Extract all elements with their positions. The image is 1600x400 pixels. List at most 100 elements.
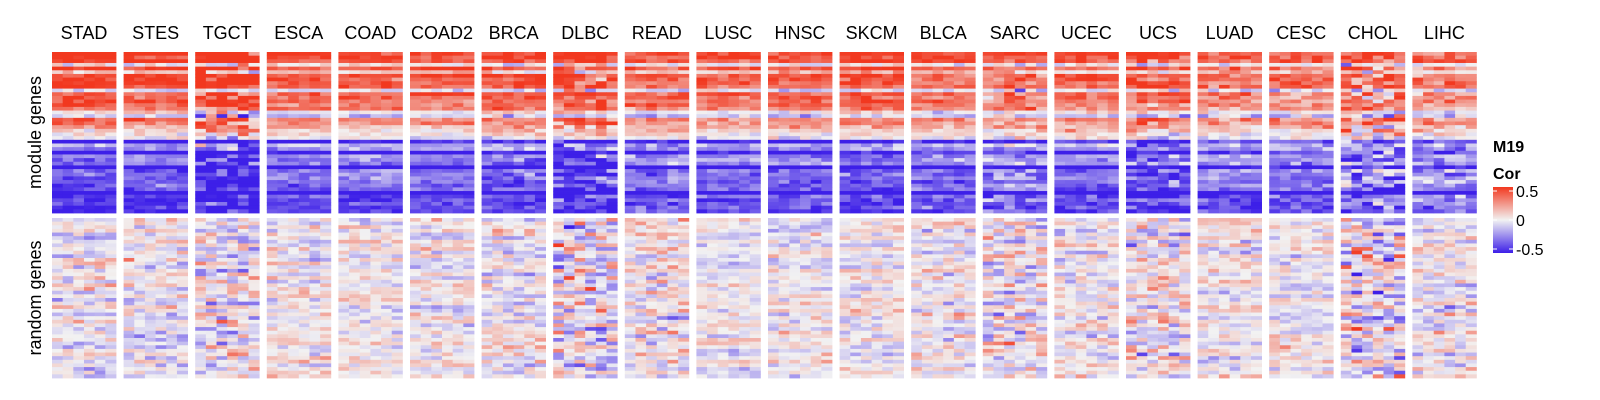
heatmap-cell — [667, 301, 679, 306]
heatmap-cell — [492, 374, 504, 379]
heatmap-cell — [176, 161, 188, 166]
heatmap-cell — [646, 298, 658, 303]
heatmap-cell — [134, 276, 146, 281]
heatmap-cell — [105, 187, 117, 192]
heatmap-cell — [52, 169, 64, 174]
heatmap-cell — [176, 165, 188, 170]
heatmap-cell — [563, 225, 575, 230]
heatmap-cell — [298, 143, 310, 148]
heatmap-cell — [585, 298, 597, 303]
heatmap-cell — [502, 352, 514, 357]
heatmap-cell — [52, 261, 64, 266]
heatmap-cell — [62, 225, 74, 230]
heatmap-cell — [381, 169, 393, 174]
heatmap-cell — [227, 106, 239, 111]
heatmap-cell — [513, 52, 525, 57]
heatmap-cell — [391, 319, 403, 324]
heatmap-cell — [624, 52, 636, 57]
heatmap-cell — [524, 254, 536, 259]
heatmap-cell — [574, 363, 586, 368]
heatmap-cell — [205, 319, 217, 324]
heatmap-cell — [606, 236, 618, 241]
heatmap-cell — [105, 154, 117, 159]
heatmap-cell — [166, 356, 178, 361]
heatmap-cell — [563, 187, 575, 192]
heatmap-cell — [595, 258, 607, 263]
heatmap-cell — [574, 187, 586, 192]
heatmap-cell — [553, 73, 565, 79]
heatmap-cell — [237, 243, 249, 248]
heatmap-cell — [134, 150, 146, 155]
heatmap-cell — [739, 92, 751, 97]
heatmap-cell — [62, 236, 74, 241]
heatmap-cell — [595, 301, 607, 306]
heatmap-cell — [237, 283, 249, 288]
heatmap-cell — [553, 169, 565, 174]
heatmap-cell — [463, 221, 475, 226]
heatmap-cell — [431, 150, 443, 155]
heatmap-cell — [442, 180, 454, 185]
heatmap-cell — [574, 356, 586, 361]
heatmap-cell — [410, 77, 422, 82]
heatmap-cell — [442, 374, 454, 379]
heatmap-cell — [62, 221, 74, 226]
heatmap-cell — [216, 225, 228, 230]
heatmap-cell — [553, 110, 565, 115]
heatmap-cell — [166, 165, 178, 170]
heatmap-cell — [410, 70, 422, 75]
heatmap-cell — [463, 290, 475, 295]
heatmap-cell — [349, 305, 361, 310]
heatmap-cell — [749, 70, 761, 75]
heatmap-cell — [624, 198, 636, 203]
heatmap-cell — [563, 239, 575, 244]
heatmap-cell — [84, 158, 96, 163]
heatmap-cell — [105, 367, 117, 372]
heatmap-cell — [359, 139, 371, 144]
heatmap-cell — [492, 250, 504, 255]
heatmap-cell — [431, 345, 443, 350]
heatmap-cell — [606, 132, 618, 137]
heatmap-cell — [309, 258, 321, 263]
heatmap-cell — [481, 165, 493, 170]
column-label-coad: COAD — [344, 23, 396, 43]
heatmap-cell — [574, 338, 586, 343]
heatmap-cell — [585, 312, 597, 317]
heatmap-cell — [381, 276, 393, 281]
heatmap-cell — [635, 356, 647, 361]
heatmap-cell — [320, 294, 332, 299]
heatmap-cell — [105, 356, 117, 361]
heatmap-cell — [277, 209, 289, 214]
heatmap-cell — [452, 276, 464, 281]
heatmap-cell — [391, 305, 403, 310]
heatmap-cell — [94, 334, 106, 339]
heatmap-cell — [62, 312, 74, 317]
heatmap-cell — [534, 66, 546, 71]
heatmap-cell — [481, 316, 493, 321]
heatmap-cell — [237, 114, 249, 119]
heatmap-cell — [277, 66, 289, 71]
heatmap-cell — [73, 330, 85, 335]
heatmap-cell — [216, 161, 228, 166]
heatmap-cell — [502, 88, 514, 93]
heatmap-cell — [667, 276, 679, 281]
heatmap-cell — [105, 92, 117, 97]
heatmap-cell — [134, 218, 146, 223]
heatmap-cell — [248, 150, 260, 155]
heatmap-cell — [195, 243, 207, 248]
heatmap-cell — [667, 298, 679, 303]
heatmap-cell — [176, 221, 188, 226]
heatmap-cell — [678, 117, 690, 122]
heatmap-cell — [534, 319, 546, 324]
heatmap-cell — [574, 66, 586, 71]
heatmap-cell — [176, 139, 188, 144]
heatmap-cell — [646, 187, 658, 192]
heatmap-cell — [166, 147, 178, 152]
heatmap-cell — [349, 319, 361, 324]
heatmap-cell — [205, 172, 217, 177]
heatmap-cell — [248, 62, 260, 68]
heatmap-cell — [359, 202, 371, 207]
heatmap-cell — [534, 99, 546, 104]
heatmap-cell — [349, 202, 361, 207]
heatmap-cell — [84, 187, 96, 192]
heatmap-cell — [574, 136, 586, 141]
